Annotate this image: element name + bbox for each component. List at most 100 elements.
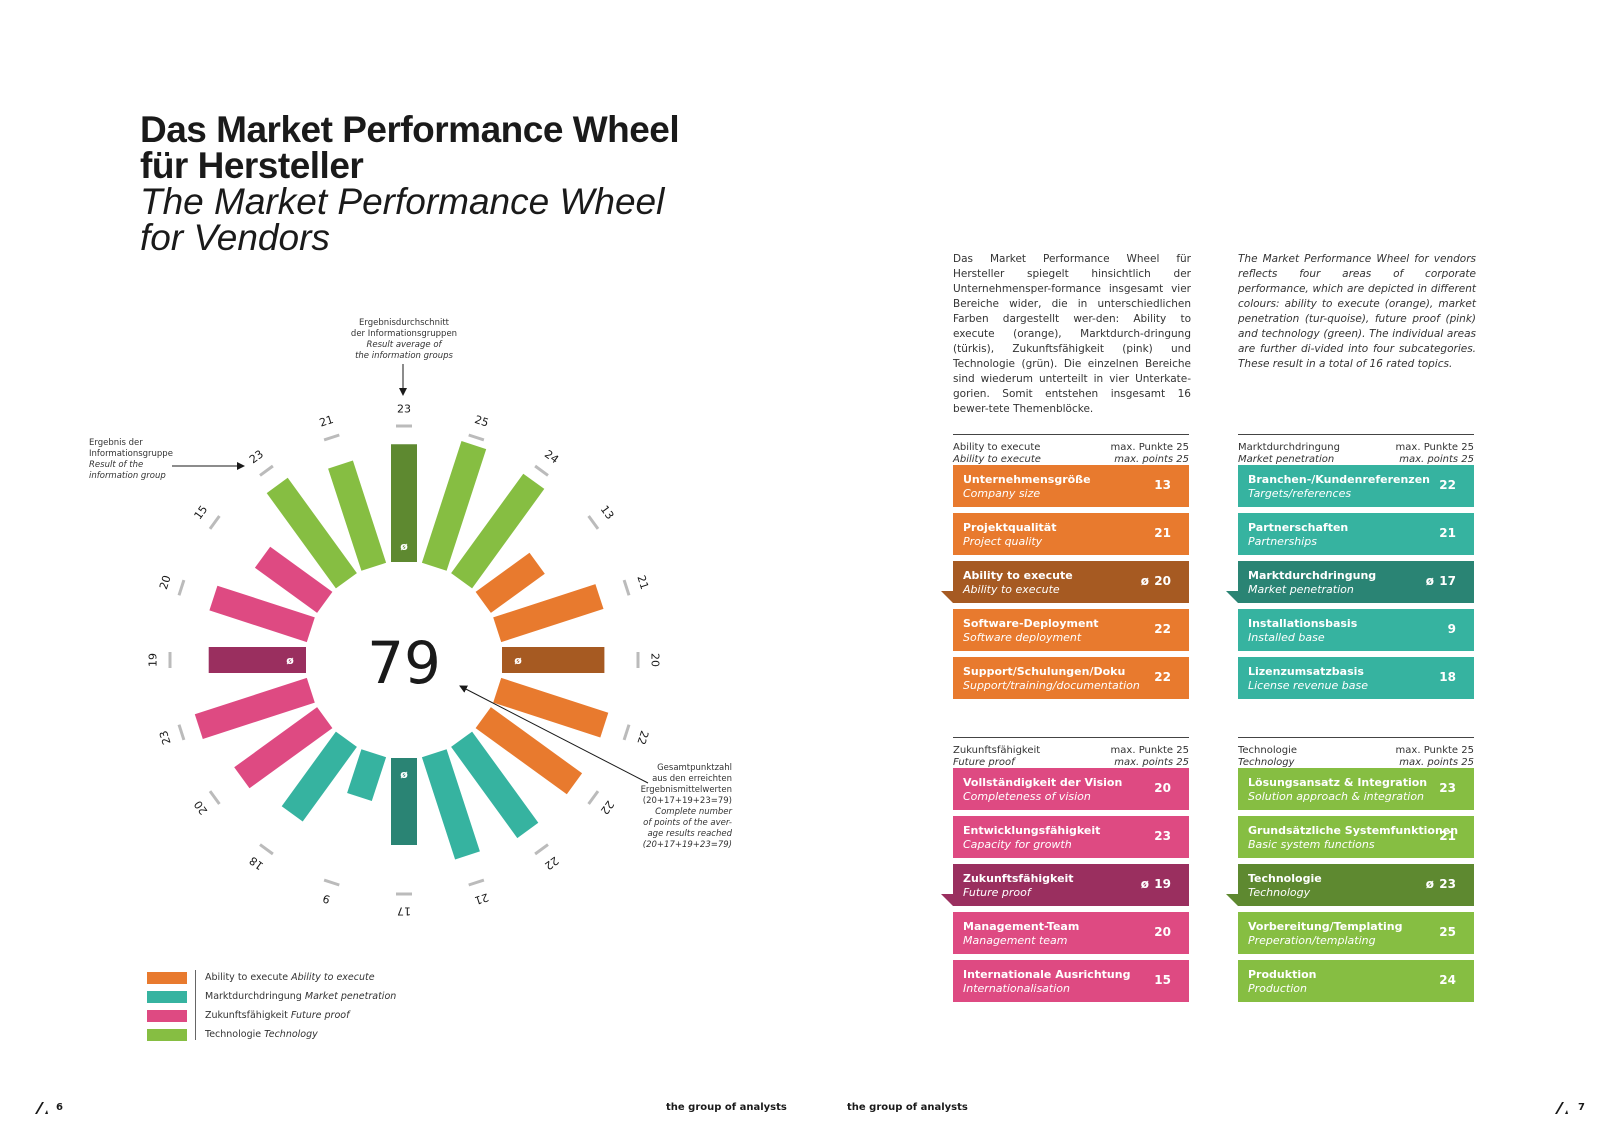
- wheel-bar: [347, 749, 387, 801]
- wheel-tick: [177, 579, 186, 596]
- wheel-bar: [209, 585, 315, 643]
- panel-header: Marktdurchdringung Market penetration max.…: [1238, 434, 1474, 465]
- wheel-bar: [234, 707, 333, 789]
- panel-future-proof: Zukunftsfähigkeit Future proof max. Punkte…: [941, 737, 1189, 1002]
- row-label-de: Vollständigkeit der Vision: [963, 776, 1123, 789]
- panel-row-average: Marktdurchdringung Market penetration ø 17: [1226, 561, 1474, 603]
- wheel-tick: [208, 790, 221, 805]
- logo-right-icon: [1553, 1100, 1569, 1119]
- row-label-de: Vorbereitung/Templating: [1248, 920, 1403, 933]
- row-label-en: Ability to execute: [963, 583, 1060, 596]
- annotation-right: Gesamtpunktzahl aus den erreichten Ergeb…: [612, 763, 732, 851]
- wheel-value-label: 20: [649, 653, 662, 667]
- panel-title-en: Market penetration: [1238, 454, 1335, 465]
- annotation-top-de1: Ergebnisdurchschnitt: [359, 318, 449, 328]
- wheel-average-icon: ø: [400, 540, 408, 553]
- annotation-left-en1: Result of the: [89, 460, 144, 470]
- wheel-bar-average: [502, 647, 605, 673]
- panel-header: Technologie Technology max. Punkte 25 max. …: [1238, 737, 1474, 768]
- wheel-value-label: 19: [147, 653, 160, 667]
- row-value: 20: [1154, 925, 1171, 939]
- wheel-value-label: 20: [157, 574, 174, 591]
- row-value: 22: [1439, 478, 1456, 492]
- wheel-tick: [587, 515, 600, 530]
- legend-item-future: Zukunftsfähigkeit Future proof: [147, 1009, 407, 1023]
- panel-max-de: max. Punkte 25: [1395, 442, 1474, 453]
- panel-row: Branchen-/Kundenreferenzen Targets/refere…: [1238, 465, 1474, 507]
- wheel-value-label: 17: [397, 905, 411, 918]
- row-label-de: Internationale Ausrichtung: [963, 968, 1131, 981]
- annotation-left-de2: Informationsgruppe: [89, 449, 173, 459]
- panel-title-en: Technology: [1238, 757, 1295, 768]
- panel-row: Lizenzumsatzbasis License revenue base 18: [1238, 657, 1474, 699]
- row-label-en: Software deployment: [963, 631, 1082, 644]
- panel-title-de: Marktdurchdringung: [1238, 442, 1340, 453]
- annotation-left-en2: information group: [89, 471, 166, 481]
- wheel-average-icon: ø: [514, 654, 522, 667]
- row-label-de: Grundsätzliche Systemfunktionen: [1248, 824, 1459, 837]
- wheel-tick: [177, 724, 186, 741]
- legend-label-market: Marktdurchdringung Market penetration: [205, 991, 397, 1002]
- annotation-right-de1: Gesamtpunktzahl: [657, 763, 732, 773]
- panel-header: Zukunftsfähigkeit Future proof max. Punkte…: [953, 737, 1189, 768]
- title-en-line1: The Market Performance Wheel: [140, 181, 665, 222]
- panel-header-max: max. Punkte 25 max. points 25: [1396, 745, 1474, 769]
- panel-header-title: Technologie Technology: [1238, 745, 1297, 769]
- annotation-right-de4: (20+17+19+23=79): [642, 796, 732, 806]
- row-value: 20: [1154, 781, 1171, 795]
- row-label-de: Lösungsansatz & Integration: [1248, 776, 1428, 789]
- wheel-tick: [622, 579, 631, 596]
- annotation-right-en1: Complete number: [655, 807, 732, 817]
- annotation-top-de2: der Informationsgruppen: [350, 329, 458, 339]
- row-label-de: Technologie: [1248, 872, 1322, 885]
- row-value: 21: [1439, 829, 1456, 843]
- average-icon: ø: [1425, 574, 1434, 588]
- wheel-bar: [475, 707, 583, 795]
- page-title: Das Market Performance Wheel für Herstel…: [140, 109, 760, 186]
- panel-row: Vollständigkeit der Vision Completeness o…: [953, 768, 1189, 810]
- wheel-bar: [493, 677, 609, 738]
- legend-swatch-technology: [147, 1029, 187, 1041]
- wheel-tick: [468, 878, 485, 887]
- row-label-de: Partnerschaften: [1248, 521, 1349, 534]
- row-label-en: Completeness of vision: [963, 790, 1091, 803]
- page-number-left: 6: [56, 1102, 63, 1113]
- wheel-tick: [323, 433, 340, 442]
- wheel-bar: [451, 731, 539, 839]
- annotation-top: Ergebnisdurchschnitt der Informationsgru…: [300, 318, 508, 362]
- panel-market-penetration: Marktdurchdringung Market penetration max.…: [1226, 434, 1474, 699]
- panel-header-title: Ability to execute Ability to execute: [953, 442, 1041, 466]
- row-label-de: Software-Deployment: [963, 617, 1099, 630]
- average-icon: ø: [1140, 877, 1149, 891]
- panel-row: Produktion Production 24: [1238, 960, 1474, 1002]
- wheel-tick: [259, 464, 274, 477]
- wheel-value-label: 22: [634, 729, 651, 746]
- legend-swatch-future: [147, 1010, 187, 1022]
- legend-item-market: Marktdurchdringung Market penetration: [147, 990, 407, 1004]
- row-value: 23: [1154, 829, 1171, 843]
- row-label-en: Partnerships: [1248, 535, 1317, 548]
- row-value: 15: [1154, 973, 1171, 987]
- wheel-tick: [534, 843, 549, 856]
- row-label-de: Produktion: [1248, 968, 1317, 981]
- page-number-right: 7: [1578, 1102, 1585, 1113]
- wheel-bar: [493, 584, 604, 643]
- title-de-line2: für Hersteller: [140, 145, 364, 186]
- panel-row-average: Technologie Technology ø 23: [1226, 864, 1474, 906]
- wheel-value-label: 23: [397, 403, 411, 416]
- average-icon: ø: [1140, 574, 1149, 588]
- title-de-line1: Das Market Performance Wheel: [140, 109, 680, 150]
- row-label-en: Technology: [1248, 886, 1311, 899]
- row-label-en: Capacity for growth: [963, 838, 1072, 851]
- wheel-bar-average: [391, 758, 417, 845]
- row-label-en: Support/training/documentation: [963, 679, 1140, 692]
- average-icon: ø: [1425, 877, 1434, 891]
- wheel-bar: [421, 441, 487, 571]
- panel-title-de: Ability to execute: [953, 442, 1041, 453]
- annotation-right-de2: aus den erreichten: [652, 774, 732, 784]
- panel-row: Unternehmensgröße Company size 13: [953, 465, 1189, 507]
- annotation-right-en4: (20+17+19+23=79): [642, 840, 732, 850]
- row-label-en: License revenue base: [1248, 679, 1368, 692]
- panel-row-average: Zukunftsfähigkeit Future proof ø 19: [941, 864, 1189, 906]
- wheel-bar-average: [391, 444, 417, 562]
